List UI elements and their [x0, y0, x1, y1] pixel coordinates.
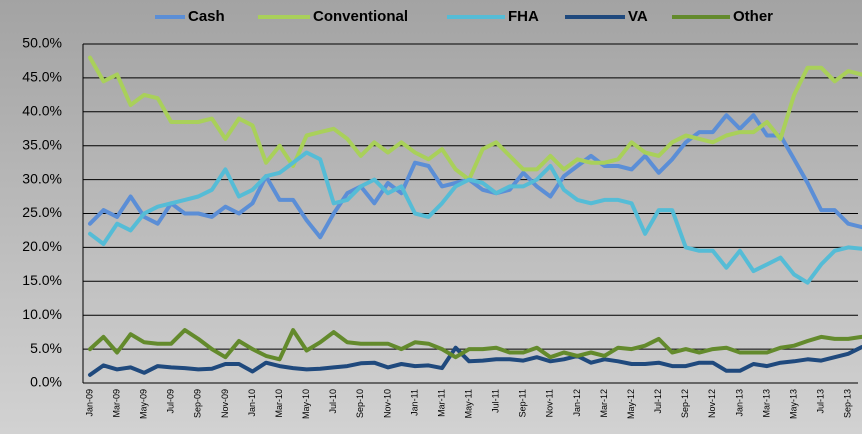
- x-tick-label: Jan-11: [409, 389, 419, 416]
- x-tick-label: Jul-11: [491, 389, 501, 413]
- series-line: [88, 345, 862, 377]
- x-tick-label: Mar-10: [274, 389, 284, 418]
- x-tick-label: Mar-12: [599, 389, 609, 418]
- y-tick-label: 10.0%: [22, 306, 62, 322]
- x-tick-label: May-10: [301, 389, 311, 419]
- y-tick-label: 15.0%: [22, 272, 62, 288]
- x-tick-label: May-11: [463, 389, 473, 418]
- x-tick-label: Sep-09: [193, 389, 203, 418]
- series-line: [88, 150, 862, 285]
- y-tick-label: 40.0%: [22, 103, 62, 119]
- x-tick-label: Jul-09: [166, 389, 176, 414]
- y-tick-label: 25.0%: [22, 204, 62, 220]
- y-tick-label: 20.0%: [22, 238, 62, 254]
- x-tick-label: Jan-09: [84, 389, 94, 417]
- x-tick-label: Sep-11: [518, 389, 528, 417]
- x-tick-label: Jan-10: [247, 389, 257, 417]
- x-tick-label: Mar-13: [761, 389, 771, 418]
- legend-label: Other: [733, 8, 773, 25]
- x-tick-label: Nov-09: [220, 389, 230, 418]
- series-line: [88, 55, 862, 182]
- x-tick-label: Jan-13: [734, 389, 744, 417]
- x-tick-label: Nov-12: [707, 389, 717, 418]
- x-tick-label: Sep-12: [680, 389, 690, 418]
- x-tick-label: Jan-12: [572, 389, 582, 417]
- x-tick-label: May-13: [788, 389, 798, 419]
- x-tick-label: Nov-10: [382, 389, 392, 418]
- y-tick-label: 50.0%: [22, 35, 62, 51]
- x-tick-label: Jul-12: [653, 389, 663, 414]
- x-tick-label: Sep-13: [843, 389, 853, 418]
- y-tick-label: 45.0%: [22, 69, 62, 85]
- y-tick-label: 5.0%: [30, 340, 62, 356]
- legend-label: VA: [628, 8, 648, 25]
- y-tick-label: 35.0%: [22, 136, 62, 152]
- x-tick-label: Nov-11: [545, 389, 555, 417]
- x-tick-label: Mar-09: [111, 389, 121, 418]
- legend-label: Conventional: [313, 8, 408, 25]
- x-tick-label: Jul-13: [816, 389, 826, 414]
- y-tick-label: 30.0%: [22, 170, 62, 186]
- x-tick-label: May-12: [626, 389, 636, 419]
- x-tick-label: May-09: [139, 389, 149, 419]
- series-line: [88, 328, 862, 362]
- x-tick-label: Mar-11: [436, 389, 446, 417]
- legend-label: FHA: [508, 8, 539, 25]
- x-tick-label: Jul-10: [328, 389, 338, 414]
- y-tick-label: 0.0%: [30, 374, 62, 390]
- legend-label: Cash: [188, 8, 225, 25]
- x-tick-label: Sep-10: [355, 389, 365, 418]
- series-line: [88, 113, 862, 240]
